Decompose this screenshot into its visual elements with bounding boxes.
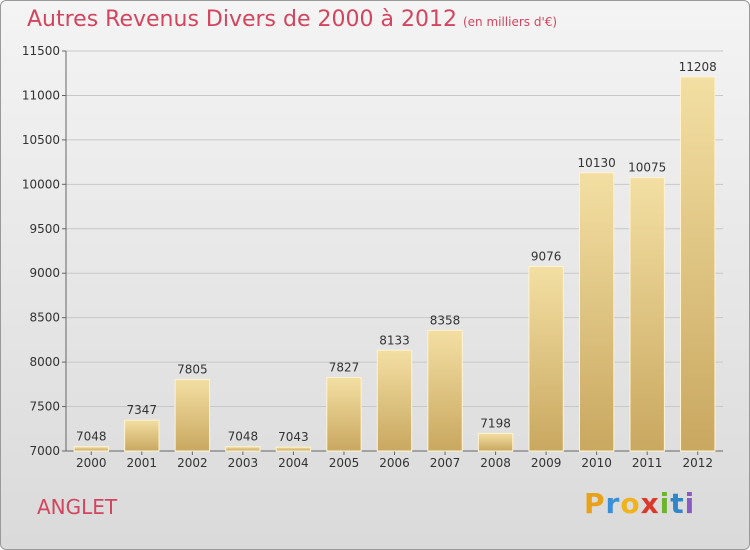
- bar-value-label: 7198: [480, 416, 511, 430]
- logo-letter: o: [620, 487, 641, 520]
- proxiti-logo[interactable]: Proxiti: [584, 487, 695, 520]
- x-tick-label: 2001: [127, 456, 158, 470]
- bar-value-label: 8133: [379, 333, 410, 347]
- x-tick-label: 2004: [278, 456, 309, 470]
- bar-value-label: 10075: [628, 161, 666, 175]
- bar: [275, 446, 312, 452]
- y-tick-label: 7000: [29, 444, 60, 458]
- bar-value-label: 11208: [679, 60, 717, 74]
- bar-value-label: 9076: [531, 249, 562, 263]
- x-tick-label: 2012: [682, 456, 713, 470]
- bar-value-label: 8358: [430, 313, 461, 327]
- x-tick-label: 2010: [581, 456, 612, 470]
- bar-value-label: 7347: [127, 403, 158, 417]
- bar-value-label: 10130: [578, 156, 616, 170]
- y-tick-label: 11500: [22, 44, 60, 58]
- x-tick-label: 2007: [430, 456, 461, 470]
- bar: [578, 172, 615, 452]
- title-text: Autres Revenus Divers de 2000 à 2012: [27, 7, 457, 32]
- bar: [376, 349, 413, 452]
- bar-value-label: 7043: [278, 430, 309, 444]
- y-tick-label: 8000: [29, 355, 60, 369]
- y-tick-label: 7500: [29, 400, 60, 414]
- logo-letter: t: [670, 487, 685, 520]
- bar: [225, 446, 261, 452]
- bar-value-label: 7048: [76, 430, 107, 444]
- logo-letter: r: [605, 487, 621, 520]
- labels: 7000 7500 8000 8500 9000 9500 10000 10500 11000 1…: [22, 44, 717, 470]
- logo-letter: i: [684, 487, 696, 520]
- x-tick-label: 2002: [177, 456, 208, 470]
- logo-letter: x: [640, 487, 660, 520]
- y-tick-label: 11000: [22, 88, 60, 102]
- bar: [477, 432, 514, 452]
- y-tick-label: 10500: [22, 133, 60, 147]
- city-name: ANGLET: [37, 495, 118, 519]
- x-tick-label: 2006: [379, 456, 410, 470]
- x-tick-label: 2011: [632, 456, 663, 470]
- logo-letter: P: [584, 487, 606, 520]
- y-tick-label: 9000: [29, 266, 60, 280]
- x-tick-label: 2003: [228, 456, 259, 470]
- x-tick-label: 2008: [480, 456, 511, 470]
- y-tick-label: 10000: [22, 177, 60, 191]
- x-tick-label: 2009: [531, 456, 562, 470]
- logo-letter: i: [659, 487, 671, 520]
- bar-value-label: 7827: [329, 360, 360, 374]
- chart-subtitle: (en milliers d'€): [462, 15, 558, 29]
- chart-title: Autres Revenus Divers de 2000 à 2012 (en …: [27, 7, 557, 32]
- bars: [73, 76, 716, 452]
- bar: [326, 376, 362, 452]
- bar: [124, 419, 160, 452]
- bar: [427, 329, 463, 452]
- bar: [174, 378, 211, 452]
- bar: [629, 177, 665, 452]
- bar-value-label: 7048: [228, 430, 259, 444]
- bar: [73, 446, 109, 452]
- bar-value-label: 7805: [177, 362, 208, 376]
- bar: [528, 265, 564, 452]
- x-tick-label: 2005: [329, 456, 360, 470]
- y-tick-label: 8500: [29, 311, 60, 325]
- bar: [680, 76, 716, 452]
- x-tick-label: 2000: [76, 456, 107, 470]
- y-tick-label: 9500: [29, 222, 60, 236]
